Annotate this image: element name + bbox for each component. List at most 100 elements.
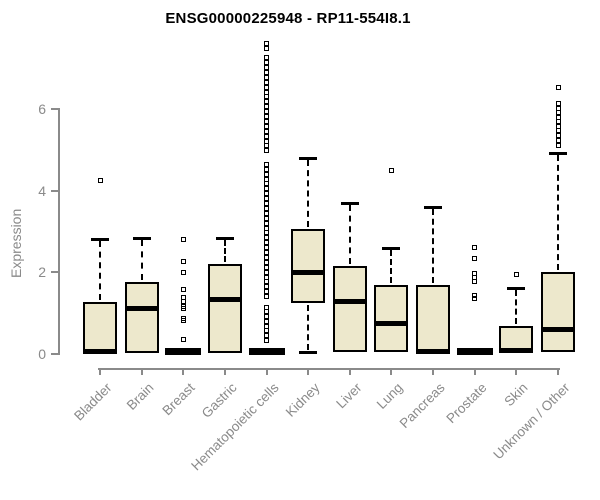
boxplot-unknown-other-outlier: [555, 85, 561, 91]
boxplot-hematopoietic-cells-outlier: [264, 328, 270, 334]
boxplot-breast-outlier: [180, 269, 186, 275]
x-axis-tick: [265, 368, 268, 375]
x-axis-tick: [99, 368, 101, 375]
boxplot-hematopoietic-cells-outlier: [264, 171, 270, 177]
boxplot-pancreas-median: [416, 349, 451, 355]
boxplot-hematopoietic-cells-outlier: [264, 201, 270, 207]
boxplot-bladder-upper-cap: [91, 238, 109, 242]
boxplot-hematopoietic-cells-outlier: [264, 186, 270, 192]
boxplot-lung-outlier: [388, 167, 394, 173]
boxplot-hematopoietic-cells-outlier: [264, 89, 270, 95]
boxplot-prostate-outlier: [472, 296, 478, 302]
boxplot-pancreas-upper-cap: [424, 206, 443, 210]
boxplot-skin-box: [499, 325, 534, 353]
boxplot-hematopoietic-cells-outlier: [264, 235, 270, 241]
boxplot-hematopoietic-cells-outlier: [264, 205, 270, 211]
y-axis-tick: [51, 353, 58, 355]
x-axis-tick: [182, 368, 185, 375]
y-axis-line: [58, 108, 60, 355]
boxplot-bladder-median: [83, 349, 117, 355]
boxplot-kidney-box: [291, 229, 326, 304]
boxplot-pancreas-upper-whisker: [432, 209, 435, 284]
boxplot-unknown-other-outlier: [555, 143, 561, 149]
boxplot-lung-box: [374, 285, 409, 353]
boxplot-hematopoietic-cells-outlier: [264, 128, 270, 134]
boxplot-unknown-other-outlier: [555, 138, 561, 144]
boxplot-skin-outlier: [513, 271, 519, 277]
boxplot-unknown-other-outlier: [555, 114, 561, 120]
boxplot-bladder-box: [83, 301, 117, 353]
boxplot-liver-upper-whisker: [348, 204, 351, 265]
boxplot-hematopoietic-cells-outlier: [264, 289, 270, 295]
boxplot-brain-upper-whisker: [140, 240, 143, 280]
boxplot-skin-median: [499, 348, 534, 354]
boxplot-hematopoietic-cells-outlier: [264, 254, 270, 260]
boxplot-hematopoietic-cells-outlier: [264, 161, 270, 167]
boxplot-hematopoietic-cells-outlier: [264, 104, 270, 110]
boxplot-hematopoietic-cells-outlier: [264, 284, 270, 290]
x-axis-tick: [557, 368, 560, 375]
boxplot-prostate-outlier: [472, 279, 478, 285]
boxplot-unknown-other-box: [541, 272, 576, 353]
x-axis-tick: [223, 368, 226, 375]
boxplot-breast-box: [165, 348, 202, 355]
boxplot-hematopoietic-cells-outlier: [264, 109, 270, 115]
boxplot-lung-median: [374, 320, 409, 326]
boxplot-hematopoietic-cells-outlier: [264, 318, 270, 324]
boxplot-brain-median: [124, 306, 159, 312]
boxplot-hematopoietic-cells-outlier: [264, 41, 270, 46]
x-axis-tick: [473, 368, 476, 375]
boxplot-kidney-lower-cap: [299, 351, 318, 355]
boxplot-breast-outlier: [180, 236, 186, 242]
boxplot-hematopoietic-cells-outlier: [264, 240, 270, 246]
boxplot-hematopoietic-cells-outlier: [264, 259, 270, 265]
boxplot-hematopoietic-cells-outlier: [264, 55, 270, 61]
boxplot-breast-outlier: [180, 286, 186, 292]
boxplot-gastric-median: [207, 296, 242, 302]
y-tick-label: 6: [38, 101, 46, 118]
boxplot-hematopoietic-cells-outlier: [264, 138, 270, 144]
boxplot-hematopoietic-cells-outlier: [264, 264, 270, 270]
boxplot-hematopoietic-cells-outlier: [264, 114, 270, 120]
boxplot-hematopoietic-cells-outlier: [264, 230, 270, 236]
boxplot-unknown-other-outlier: [555, 109, 561, 115]
boxplot-breast-outlier: [180, 306, 186, 312]
boxplot-brain-upper-cap: [132, 237, 151, 241]
boxplot-hematopoietic-cells-outlier: [264, 65, 270, 71]
boxplot-gastric-upper-whisker: [223, 240, 226, 262]
y-axis-tick: [51, 271, 58, 274]
boxplot-hematopoietic-cells-outlier: [264, 60, 270, 66]
x-axis-tick: [348, 368, 351, 375]
boxplot-hematopoietic-cells-outlier: [264, 181, 270, 187]
x-axis-tick: [432, 368, 435, 375]
boxplot-hematopoietic-cells-outlier: [264, 279, 270, 285]
boxplot-prostate-outlier: [472, 293, 478, 299]
boxplot-hematopoietic-cells-outlier: [264, 123, 270, 129]
boxplot-hematopoietic-cells-outlier: [264, 148, 270, 154]
y-tick-label: 2: [38, 264, 46, 281]
boxplot-hematopoietic-cells-outlier: [264, 74, 270, 80]
boxplot-liver-upper-cap: [340, 201, 359, 205]
boxplot-lung-upper-cap: [382, 247, 401, 251]
boxplot-bladder-upper-whisker: [99, 241, 101, 300]
boxplot-prostate-outlier: [472, 244, 478, 250]
boxplot-kidney-median: [291, 270, 326, 276]
boxplot-hematopoietic-cells-outlier: [264, 245, 270, 251]
boxplot-hematopoietic-cells-outlier: [264, 250, 270, 256]
boxplot-kidney-lower-whisker: [307, 305, 310, 351]
boxplot-hematopoietic-cells-outlier: [264, 84, 270, 90]
boxplot-hematopoietic-cells-box: [248, 348, 285, 355]
boxplot-breast-outlier: [180, 303, 186, 309]
boxplot-skin-upper-cap: [507, 286, 526, 290]
boxplot-gastric-upper-cap: [215, 237, 234, 241]
boxplot-hematopoietic-cells-outlier: [264, 99, 270, 105]
y-tick-label: 0: [38, 346, 46, 362]
y-tick-label: 4: [38, 182, 46, 199]
boxplot-hematopoietic-cells-outlier: [264, 196, 270, 202]
boxplot-hematopoietic-cells-outlier: [264, 69, 270, 75]
boxplot-hematopoietic-cells-outlier: [264, 45, 270, 51]
boxplot-unknown-other-median: [541, 327, 576, 333]
chart-title: ENSG00000225948 - RP11-554I8.1: [165, 10, 411, 27]
y-axis-tick: [51, 189, 58, 192]
